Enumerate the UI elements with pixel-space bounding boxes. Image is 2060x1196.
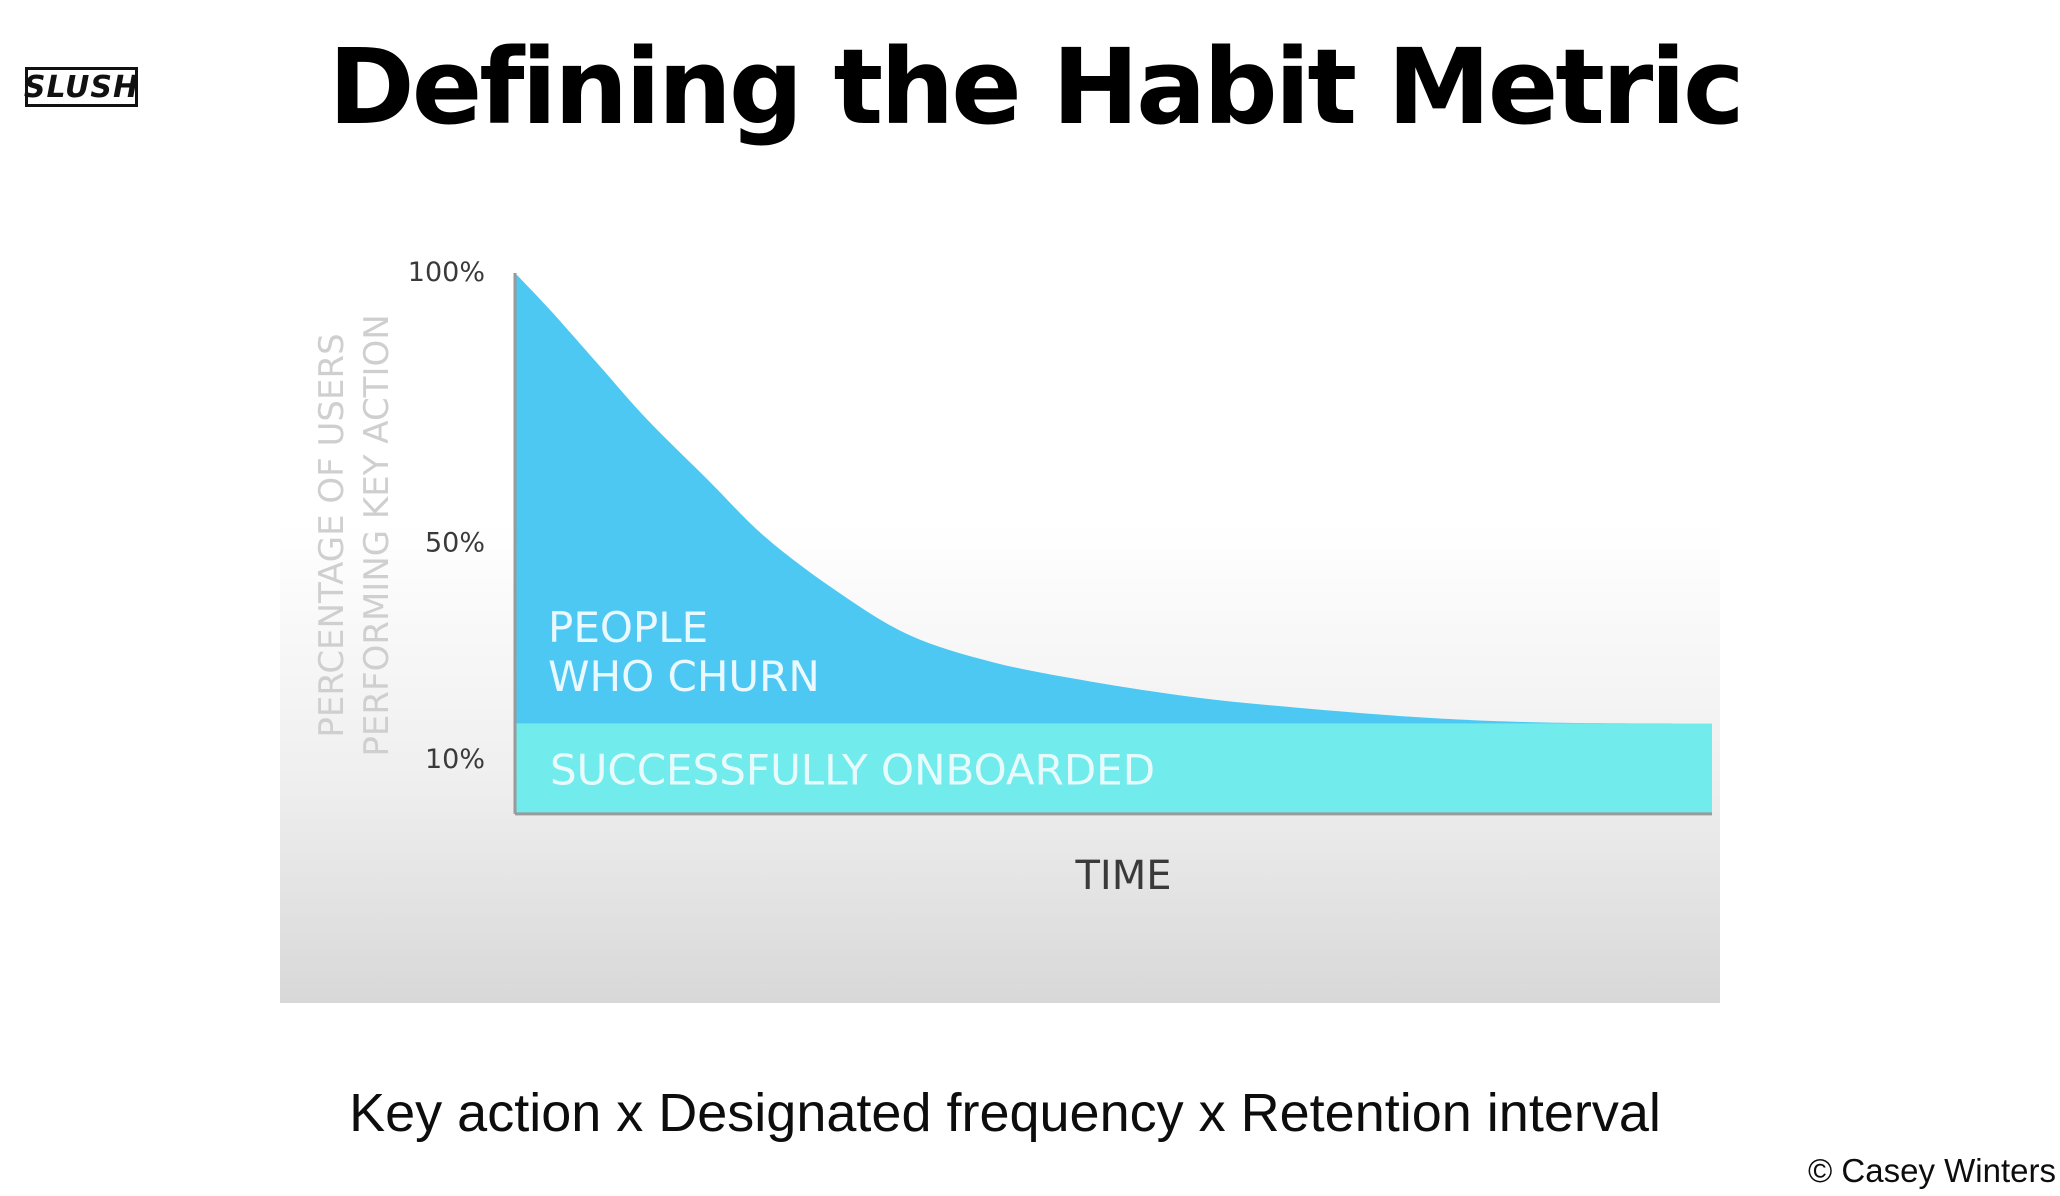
y-tick-label: 100% [408, 257, 485, 288]
y-axis-label-line: PERFORMING KEY ACTION [357, 314, 397, 756]
habit-formula: Key action x Designated frequency x Rete… [349, 1083, 1661, 1143]
churn-area-label: WHO CHURN [548, 652, 820, 701]
chart-areas [515, 273, 1712, 814]
copyright-credit: © Casey Winters [1807, 1152, 2056, 1189]
chart-ticks: 100% 50% 10% [408, 257, 485, 775]
page-title: Defining the Habit Metric [328, 26, 1744, 148]
y-axis-label: PERCENTAGE OF USERS PERFORMING KEY ACTION [312, 314, 397, 756]
onboarded-band-label: SUCCESSFULLY ONBOARDED [550, 746, 1155, 795]
habit-retention-chart: 100% 50% 10% PERCENTAGE OF USERS PERFORMING… [312, 257, 1712, 899]
x-axis-label: TIME [1074, 853, 1171, 899]
chart-panel: 100% 50% 10% PERCENTAGE OF USERS PERFORMING… [280, 200, 1720, 1003]
churn-area-label: PEOPLE [548, 603, 708, 652]
y-tick-label: 10% [425, 744, 485, 775]
y-tick-label: 50% [425, 527, 485, 558]
slush-logo: SLUSH [24, 67, 138, 107]
churn-area [515, 273, 1712, 724]
y-axis-label-line: PERCENTAGE OF USERS [312, 333, 352, 737]
chart-axes [513, 273, 1712, 816]
onboarded-band [515, 723, 1712, 814]
chart-labels: PERCENTAGE OF USERS PERFORMING KEY ACTION… [312, 314, 1172, 899]
